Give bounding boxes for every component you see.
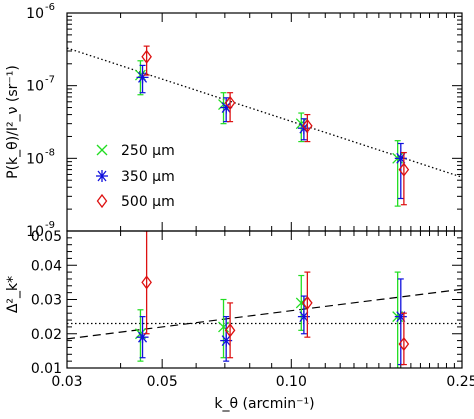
data-point-marker [224,323,236,338]
data-point-marker [141,275,152,290]
data-point-marker [96,170,108,182]
top-y-tick-label: 10 [26,6,44,22]
top-y-tick-exponent: -8 [45,147,55,158]
data-point-marker [302,118,313,133]
data-point-marker [224,95,236,110]
data-point-marker [302,295,313,311]
tick-base: 10 [26,6,44,22]
bottom-y-tick-label: 0.03 [31,293,62,309]
data-point-marker [297,310,310,323]
top-y-tick-label: 10 [26,151,44,167]
legend-label: 500 μm [121,194,175,210]
x-tick-label: 0.05 [147,374,178,390]
top-panel-plot-area [67,45,462,207]
data-point-marker [96,144,108,156]
bottom-y-tick-label: 0.05 [31,229,62,245]
top-y-axis-title: P(k_θ)/I²_ν (sr⁻¹) [5,65,21,179]
x-tick-label: 0.03 [51,374,82,390]
data-point-marker [218,321,229,333]
x-tick-label: 0.10 [276,374,307,390]
legend-label: 250 μm [121,143,175,159]
top-y-tick-label: 10 [26,79,44,95]
data-point-marker [398,162,410,177]
tick-base: 10 [26,224,44,240]
top-y-tick-exponent: -6 [45,2,55,13]
top-y-tick-label: 10 [26,224,44,240]
tick-base: 10 [26,151,44,167]
data-point-marker [141,49,152,64]
bottom-panel-frame [66,230,463,369]
data-point-marker [394,152,407,165]
top-y-tick-exponent: -9 [45,220,55,231]
x-tick-label: 0.25 [446,374,474,390]
top-fit-line [67,47,462,178]
data-point-marker [220,334,233,347]
tick-base: 10 [26,79,44,95]
bottom-panel-plot-area [67,231,462,368]
top-y-tick-exponent: -7 [45,75,55,86]
bottom-y-tick-label: 0.02 [31,327,62,343]
bottom-y-tick-label: 0.04 [31,258,62,274]
legend-label: 350 μm [121,169,175,185]
data-point-marker [398,336,410,352]
bottom-y-tick-label: 0.01 [31,361,62,377]
bottom-y-axis-title: Δ²_k* [5,276,21,313]
bottom-fit-line [67,288,462,340]
x-axis-title: k_θ (arcmin⁻¹) [214,396,314,412]
data-point-marker [394,310,407,323]
data-point-marker [96,193,108,209]
data-point-marker [136,71,149,84]
